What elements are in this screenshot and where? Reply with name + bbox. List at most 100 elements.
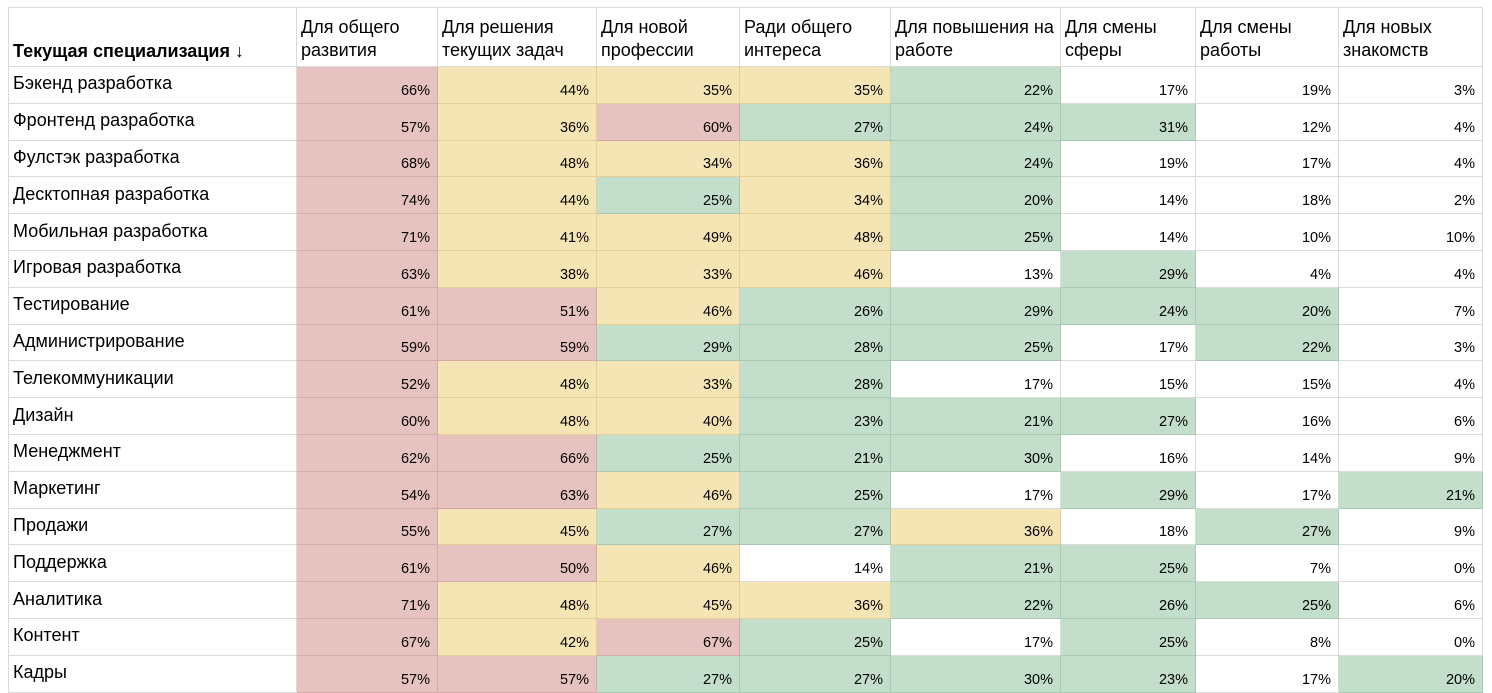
value-cell[interactable]: 24% — [890, 102, 1061, 141]
value-cell[interactable]: 36% — [890, 507, 1061, 546]
row-label-cell[interactable]: Мобильная разработка — [8, 213, 297, 251]
value-cell[interactable]: 33% — [596, 249, 740, 288]
row-label-cell[interactable]: Администрирование — [8, 323, 297, 362]
row-label-cell[interactable]: Аналитика — [8, 581, 297, 619]
value-cell[interactable]: 25% — [890, 213, 1061, 251]
value-cell[interactable]: 4% — [1338, 360, 1483, 399]
value-cell[interactable]: 25% — [890, 323, 1061, 362]
value-cell[interactable]: 63% — [296, 249, 438, 288]
value-cell[interactable]: 27% — [1195, 507, 1339, 546]
value-cell[interactable]: 26% — [1060, 581, 1196, 619]
value-cell[interactable]: 36% — [739, 139, 891, 178]
value-cell[interactable]: 36% — [739, 581, 891, 619]
row-label-cell[interactable]: Телекоммуникации — [8, 360, 297, 399]
value-cell[interactable]: 27% — [739, 102, 891, 141]
value-cell[interactable]: 17% — [1195, 654, 1339, 693]
value-cell[interactable]: 74% — [296, 176, 438, 215]
value-cell[interactable]: 49% — [596, 213, 740, 251]
value-cell[interactable]: 60% — [596, 102, 740, 141]
value-cell[interactable]: 46% — [739, 249, 891, 288]
column-header[interactable]: Для решения текущих задач — [437, 7, 597, 67]
value-cell[interactable]: 14% — [1060, 213, 1196, 251]
value-cell[interactable]: 4% — [1338, 249, 1483, 288]
row-label-cell[interactable]: Бэкенд разработка — [8, 66, 297, 104]
value-cell[interactable]: 20% — [1338, 654, 1483, 693]
value-cell[interactable]: 25% — [739, 470, 891, 509]
value-cell[interactable]: 27% — [1060, 397, 1196, 435]
value-cell[interactable]: 20% — [890, 176, 1061, 215]
value-cell[interactable]: 24% — [1060, 286, 1196, 325]
value-cell[interactable]: 50% — [437, 544, 597, 583]
value-cell[interactable]: 45% — [437, 507, 597, 546]
value-cell[interactable]: 14% — [1060, 176, 1196, 215]
value-cell[interactable]: 29% — [1060, 249, 1196, 288]
value-cell[interactable]: 27% — [596, 654, 740, 693]
value-cell[interactable]: 21% — [890, 397, 1061, 435]
value-cell[interactable]: 68% — [296, 139, 438, 178]
value-cell[interactable]: 30% — [890, 654, 1061, 693]
value-cell[interactable]: 6% — [1338, 581, 1483, 619]
value-cell[interactable]: 9% — [1338, 507, 1483, 546]
value-cell[interactable]: 57% — [296, 654, 438, 693]
value-cell[interactable]: 10% — [1338, 213, 1483, 251]
value-cell[interactable]: 51% — [437, 286, 597, 325]
value-cell[interactable]: 12% — [1195, 102, 1339, 141]
value-cell[interactable]: 57% — [437, 654, 597, 693]
column-header[interactable]: Для общего развития — [296, 7, 438, 67]
value-cell[interactable]: 60% — [296, 397, 438, 435]
value-cell[interactable]: 21% — [739, 433, 891, 472]
value-cell[interactable]: 48% — [437, 139, 597, 178]
value-cell[interactable]: 17% — [890, 360, 1061, 399]
value-cell[interactable]: 0% — [1338, 544, 1483, 583]
row-label-cell[interactable]: Продажи — [8, 507, 297, 546]
value-cell[interactable]: 24% — [890, 139, 1061, 178]
value-cell[interactable]: 34% — [596, 139, 740, 178]
value-cell[interactable]: 30% — [890, 433, 1061, 472]
value-cell[interactable]: 35% — [596, 66, 740, 104]
value-cell[interactable]: 13% — [890, 249, 1061, 288]
value-cell[interactable]: 28% — [739, 323, 891, 362]
value-cell[interactable]: 48% — [437, 581, 597, 619]
value-cell[interactable]: 21% — [890, 544, 1061, 583]
value-cell[interactable]: 23% — [739, 397, 891, 435]
value-cell[interactable]: 71% — [296, 213, 438, 251]
value-cell[interactable]: 6% — [1338, 397, 1483, 435]
value-cell[interactable]: 26% — [739, 286, 891, 325]
value-cell[interactable]: 17% — [1195, 139, 1339, 178]
value-cell[interactable]: 15% — [1195, 360, 1339, 399]
value-cell[interactable]: 61% — [296, 544, 438, 583]
value-cell[interactable]: 14% — [1195, 433, 1339, 472]
row-label-cell[interactable]: Тестирование — [8, 286, 297, 325]
value-cell[interactable]: 29% — [1060, 470, 1196, 509]
value-cell[interactable]: 27% — [739, 507, 891, 546]
value-cell[interactable]: 28% — [739, 360, 891, 399]
value-cell[interactable]: 3% — [1338, 323, 1483, 362]
value-cell[interactable]: 61% — [296, 286, 438, 325]
row-label-cell[interactable]: Дизайн — [8, 397, 297, 435]
value-cell[interactable]: 19% — [1060, 139, 1196, 178]
value-cell[interactable]: 22% — [890, 581, 1061, 619]
value-cell[interactable]: 27% — [596, 507, 740, 546]
value-cell[interactable]: 46% — [596, 544, 740, 583]
value-cell[interactable]: 4% — [1195, 249, 1339, 288]
value-cell[interactable]: 33% — [596, 360, 740, 399]
value-cell[interactable]: 7% — [1338, 286, 1483, 325]
value-cell[interactable]: 15% — [1060, 360, 1196, 399]
column-header[interactable]: Для новых знакомств — [1338, 7, 1483, 67]
column-header[interactable]: Ради общего интереса — [739, 7, 891, 67]
value-cell[interactable]: 34% — [739, 176, 891, 215]
value-cell[interactable]: 27% — [739, 654, 891, 693]
value-cell[interactable]: 52% — [296, 360, 438, 399]
value-cell[interactable]: 2% — [1338, 176, 1483, 215]
value-cell[interactable]: 48% — [437, 360, 597, 399]
row-label-cell[interactable]: Игровая разработка — [8, 249, 297, 288]
value-cell[interactable]: 38% — [437, 249, 597, 288]
value-cell[interactable]: 19% — [1195, 66, 1339, 104]
value-cell[interactable]: 18% — [1195, 176, 1339, 215]
value-cell[interactable]: 44% — [437, 66, 597, 104]
value-cell[interactable]: 25% — [1195, 581, 1339, 619]
value-cell[interactable]: 17% — [890, 470, 1061, 509]
row-label-cell[interactable]: Поддержка — [8, 544, 297, 583]
value-cell[interactable]: 25% — [1060, 544, 1196, 583]
value-cell[interactable]: 20% — [1195, 286, 1339, 325]
